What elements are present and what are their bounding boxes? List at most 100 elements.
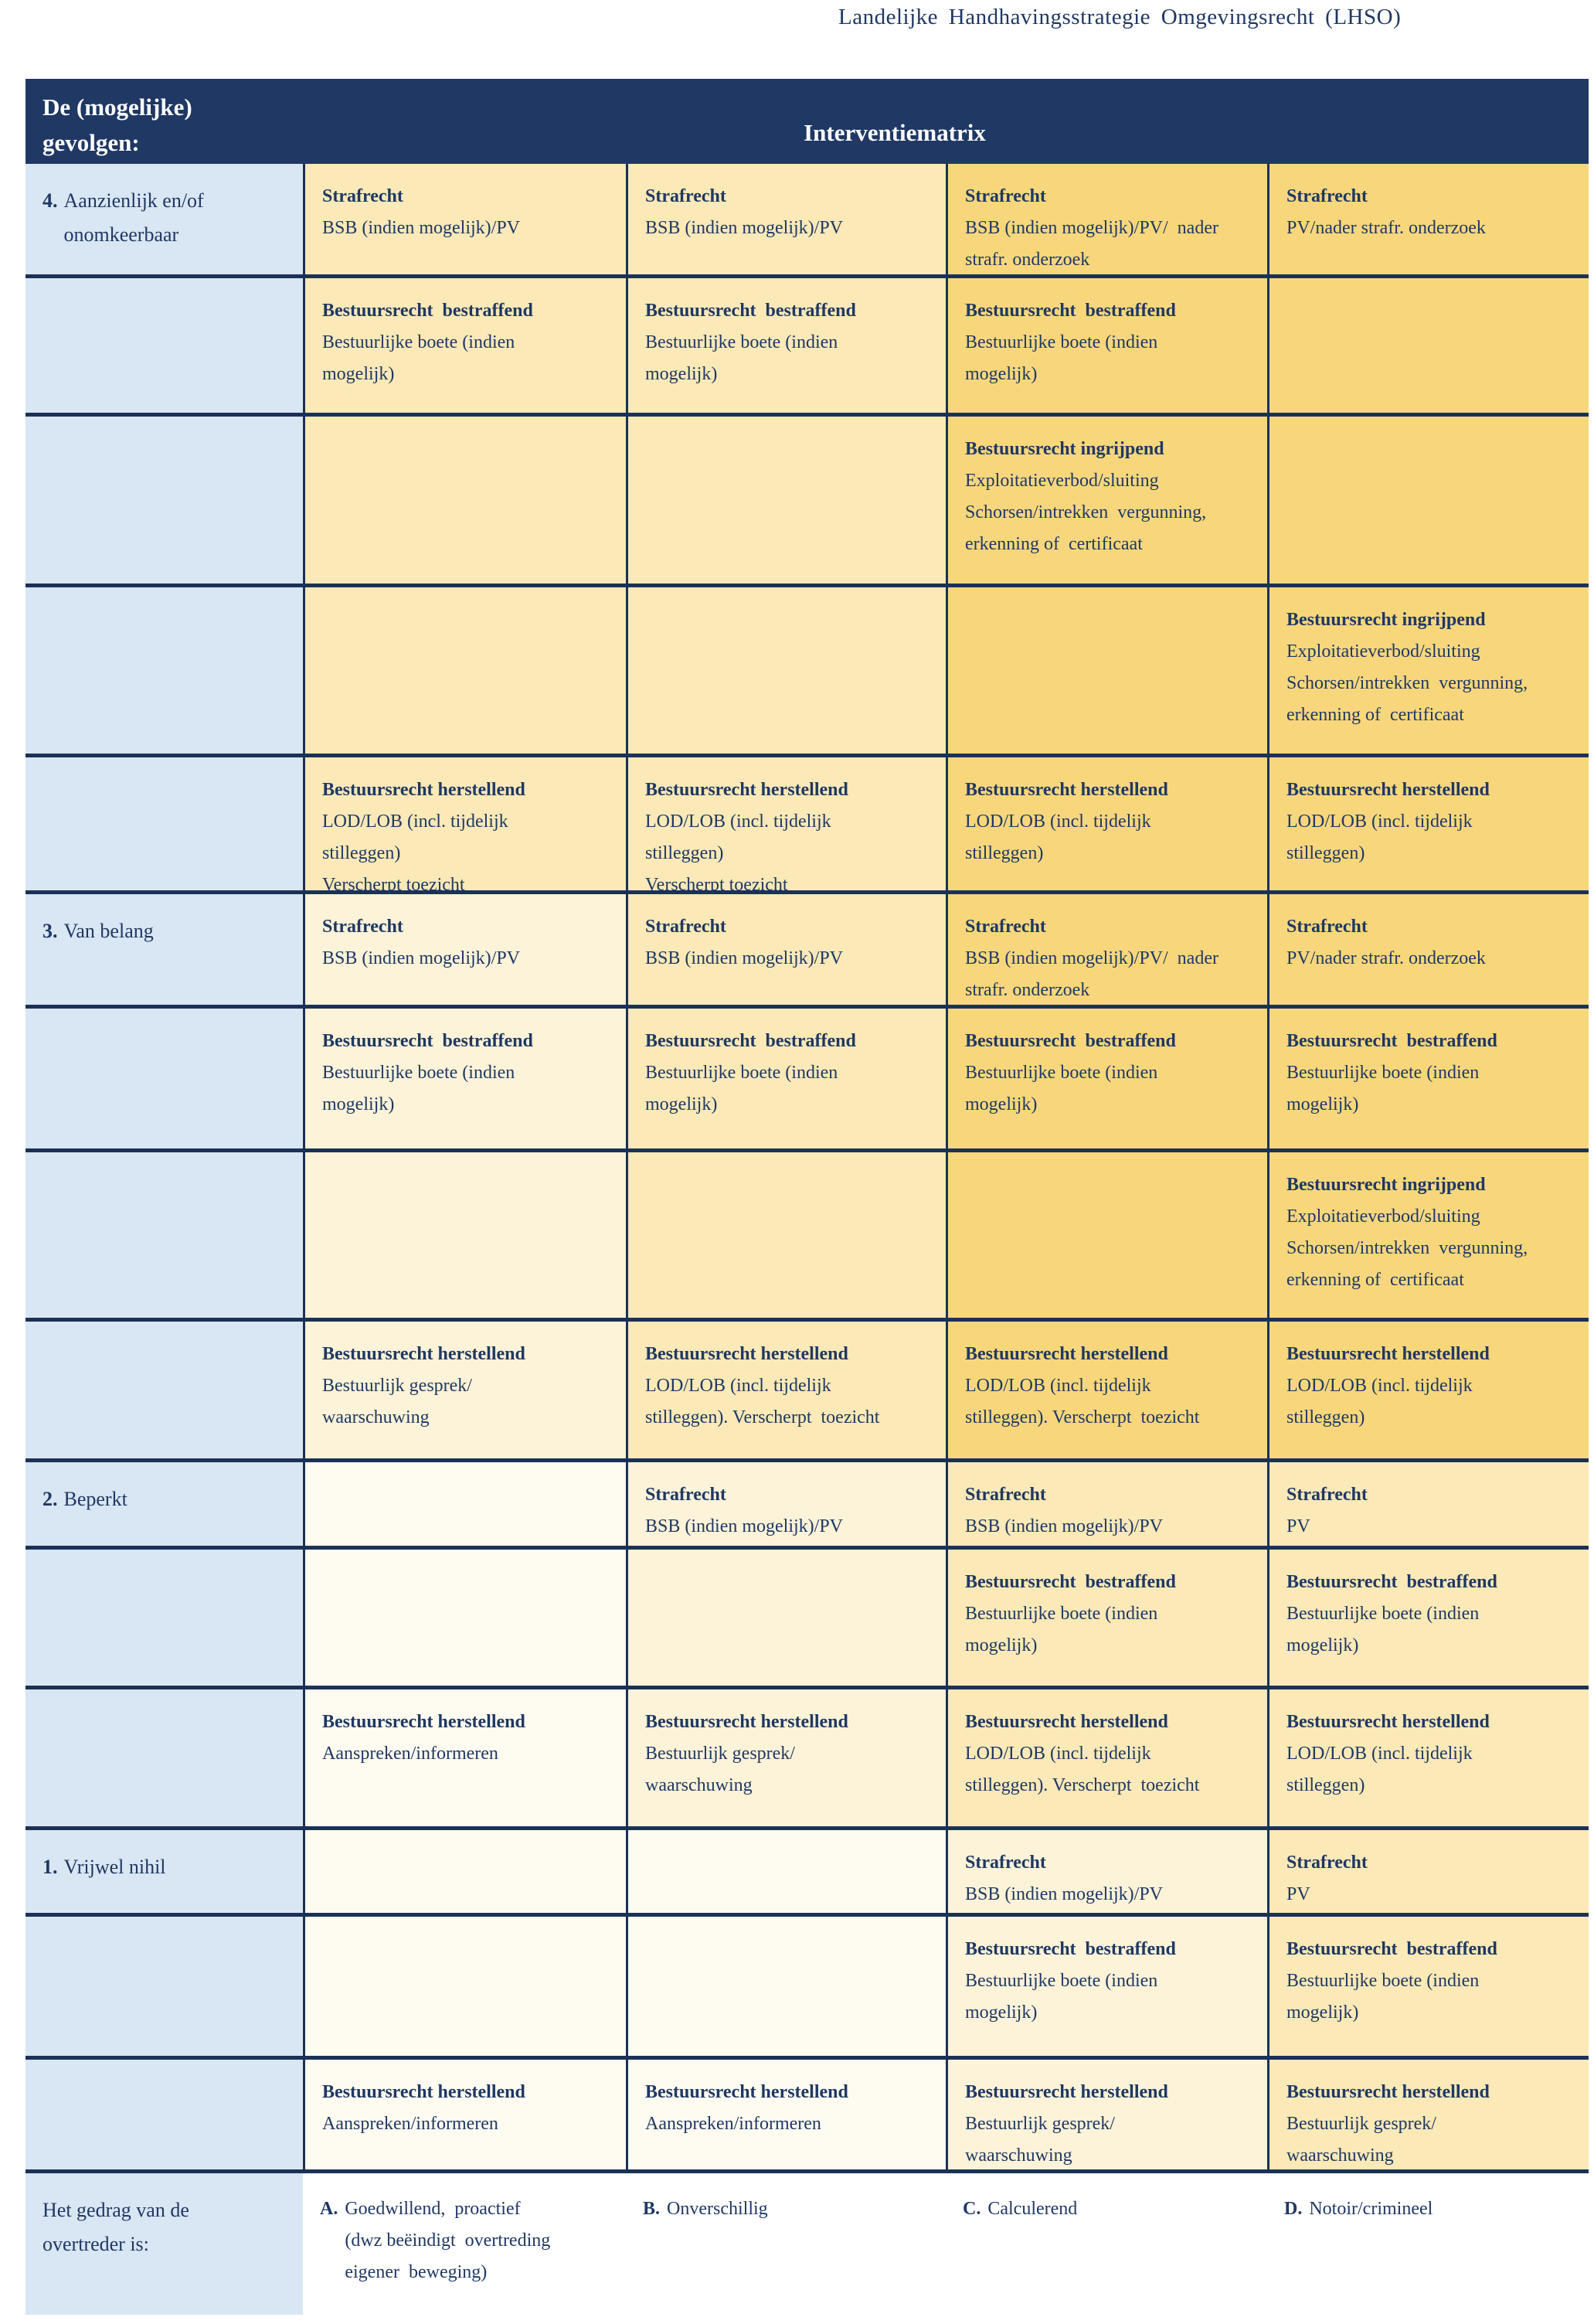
cell-1-bestuursrecht-bestraffend-c: Bestuursrecht bestraffend Bestuurlijke bo…: [946, 1917, 1267, 2056]
cell-2-bestuursrecht-herstellend-b: Bestuursrecht herstellend Bestuurlijk ges…: [626, 1689, 946, 1826]
cell-title: Strafrecht: [1286, 1853, 1368, 1873]
cell-title: Bestuursrecht herstellend: [645, 1712, 848, 1732]
cell-1-strafrecht-d: Strafrecht PV: [1267, 1830, 1589, 1913]
interventiematrix-table: De (mogelijke) gevolgen: Interventiematr…: [25, 79, 1589, 2315]
row-label-2-bestuursrecht-herstellend: [25, 1689, 303, 1826]
cell-body: LOD/LOB (incl. tijdelijk stilleggen). Ve…: [645, 1376, 880, 1427]
cell-body: BSB (indien mogelijk)/PV: [322, 218, 521, 238]
cell-3-bestuursrecht-ingrijpend-c: [946, 1152, 1267, 1318]
cell-title: Strafrecht: [965, 1485, 1046, 1505]
cell-body: BSB (indien mogelijk)/PV: [645, 218, 844, 238]
cell-3-bestuursrecht-herstellend-d: Bestuursrecht herstellend LOD/LOB (incl. …: [1267, 1322, 1589, 1458]
cell-body: Bestuurlijk gesprek/ waarschuwing: [965, 2114, 1115, 2166]
cell-1-bestuursrecht-herstellend-c: Bestuursrecht herstellend Bestuurlijk ges…: [946, 2060, 1267, 2169]
cell-2-bestuursrecht-bestraffend-c: Bestuursrecht bestraffend Bestuurlijke bo…: [946, 1550, 1267, 1686]
cell-4-bestuursrecht-ingrijpend-d-a: [303, 587, 626, 754]
cell-4-bestuursrecht-ingrijpend-c-a: [303, 417, 626, 584]
cell-4-bestuursrecht-herstellend-c: Bestuursrecht herstellend LOD/LOB (incl. …: [946, 757, 1267, 890]
cell-1-strafrecht-b: [626, 1830, 946, 1913]
cell-title: Strafrecht: [645, 917, 726, 937]
cell-3-bestuursrecht-ingrijpend-b: [626, 1152, 946, 1318]
cell-title: Strafrecht: [965, 917, 1046, 937]
cell-title: Bestuursrecht herstellend: [965, 1344, 1168, 1364]
cell-body: PV/nader strafr. onderzoek: [1286, 218, 1486, 238]
cell-body: LOD/LOB (incl. tijdelijk stilleggen): [965, 812, 1151, 863]
behavior-label: Het gedrag van de overtreder is:: [25, 2173, 303, 2315]
behavior-item-letter: B.: [643, 2199, 661, 2219]
row-label-4-bestuursrecht-bestraffend: [25, 278, 303, 413]
behavior-item-text: Notoir/crimineel: [1309, 2199, 1433, 2219]
cell-3-strafrecht-d: Strafrecht PV/nader strafr. onderzoek: [1267, 894, 1589, 1005]
cell-title: Bestuursrecht herstellend: [965, 2082, 1168, 2102]
cell-title: Bestuursrecht ingrijpend: [1286, 1175, 1486, 1195]
cell-title: Bestuursrecht herstellend: [322, 780, 525, 800]
row-1-strafrecht: 1. Vrijwel nihil Strafrecht BSB (indien mog…: [25, 1830, 1589, 1917]
cell-body: PV: [1286, 1884, 1310, 1904]
cell-title: Bestuursrecht herstellend: [1286, 1712, 1490, 1732]
cell-4-bestuursrecht-ingrijpend-d-b: [626, 587, 946, 754]
cell-1-bestuursrecht-herstellend-a: Bestuursrecht herstellend Aanspreken/info…: [303, 2060, 626, 2169]
cell-title: Bestuursrecht herstellend: [322, 1712, 525, 1732]
cell-title: Bestuursrecht ingrijpend: [1286, 610, 1486, 630]
cell-4-bestuursrecht-herstellend-d: Bestuursrecht herstellend LOD/LOB (incl. …: [1267, 757, 1589, 890]
cell-3-bestuursrecht-bestraffend-d: Bestuursrecht bestraffend Bestuurlijke bo…: [1267, 1009, 1589, 1148]
cell-3-bestuursrecht-herstellend-b: Bestuursrecht herstellend LOD/LOB (incl. …: [626, 1322, 946, 1458]
cell-body: Aanspreken/informeren: [645, 2114, 821, 2134]
cell-body: LOD/LOB (incl. tijdelijk stilleggen): [1286, 812, 1473, 863]
cell-title: Strafrecht: [1286, 186, 1368, 206]
cell-title: Bestuursrecht bestraffend: [965, 1939, 1176, 1959]
cell-2-strafrecht-b: Strafrecht BSB (indien mogelijk)/PV: [626, 1462, 946, 1546]
cell-body: BSB (indien mogelijk)/PV: [965, 1884, 1164, 1904]
row-4-bestuursrecht-ingrijpend-d: Bestuursrecht ingrijpend Exploitatieverbo…: [25, 587, 1589, 757]
row-label-2-strafrecht: 2. Beperkt: [25, 1462, 303, 1546]
cell-body: Bestuurlijke boete (indien mogelijk): [965, 332, 1158, 384]
row-label-3-bestuursrecht-herstellend: [25, 1322, 303, 1458]
cell-title: Bestuursrecht herstellend: [1286, 780, 1490, 800]
cell-title: Strafrecht: [645, 1485, 726, 1505]
cell-body: Aanspreken/informeren: [322, 2114, 498, 2134]
row-label-number: 2.: [42, 1488, 58, 1510]
cell-title: Bestuursrecht herstellend: [1286, 1344, 1490, 1364]
cell-body: PV: [1286, 1516, 1310, 1536]
matrix-header-row: De (mogelijke) gevolgen: Interventiematr…: [25, 79, 1589, 164]
row-1-bestuursrecht-herstellend: Bestuursrecht herstellend Aanspreken/info…: [25, 2060, 1589, 2173]
cell-4-strafrecht-d: Strafrecht PV/nader strafr. onderzoek: [1267, 164, 1589, 274]
cell-title: Bestuursrecht herstellend: [645, 1344, 848, 1364]
cell-body: Bestuurlijke boete (indien mogelijk): [1286, 1063, 1480, 1114]
cell-2-strafrecht-d: Strafrecht PV: [1267, 1462, 1589, 1546]
cell-3-strafrecht-b: Strafrecht BSB (indien mogelijk)/PV: [626, 894, 946, 1005]
cell-2-bestuursrecht-bestraffend-b: [626, 1550, 946, 1686]
cell-title: Bestuursrecht bestraffend: [645, 301, 856, 321]
cell-title: Bestuursrecht bestraffend: [965, 301, 1176, 321]
behavior-item-c: C. Calculerend: [946, 2173, 1267, 2315]
cell-title: Bestuursrecht bestraffend: [965, 1031, 1176, 1051]
cell-3-bestuursrecht-bestraffend-c: Bestuursrecht bestraffend Bestuurlijke bo…: [946, 1009, 1267, 1148]
row-label-1-strafrecht: 1. Vrijwel nihil: [25, 1830, 303, 1913]
cell-body: LOD/LOB (incl. tijdelijk stilleggen). Ve…: [965, 1376, 1200, 1427]
header-gevolgen-label: De (mogelijke) gevolgen:: [42, 94, 192, 156]
row-behavior: Het gedrag van de overtreder is: A. Goedwi…: [25, 2173, 1589, 2315]
cell-4-strafrecht-c: Strafrecht BSB (indien mogelijk)/PV/ nade…: [946, 164, 1267, 274]
cell-title: Bestuursrecht herstellend: [645, 780, 848, 800]
cell-3-strafrecht-a: Strafrecht BSB (indien mogelijk)/PV: [303, 894, 626, 1005]
cell-2-strafrecht-c: Strafrecht BSB (indien mogelijk)/PV: [946, 1462, 1267, 1546]
row-4-bestuursrecht-ingrijpend-c: Bestuursrecht ingrijpend Exploitatieverbo…: [25, 417, 1589, 587]
cell-3-bestuursrecht-herstellend-a: Bestuursrecht herstellend Bestuurlijk ges…: [303, 1322, 626, 1458]
cell-title: Strafrecht: [1286, 917, 1368, 937]
row-label-4-strafrecht: 4. Aanzienlijk en/of onomkeerbaar: [25, 164, 303, 274]
cell-body: LOD/LOB (incl. tijdelijk stilleggen): [1286, 1744, 1473, 1795]
cell-4-bestuursrecht-bestraffend-a: Bestuursrecht bestraffend Bestuurlijke bo…: [303, 278, 626, 413]
cell-body: Bestuurlijke boete (indien mogelijk): [1286, 1971, 1480, 2023]
behavior-item-text: Onverschillig: [667, 2199, 768, 2219]
cell-title: Bestuursrecht ingrijpend: [965, 439, 1164, 459]
row-label-3-bestuursrecht-ingrijpend: [25, 1152, 303, 1318]
cell-3-bestuursrecht-herstellend-c: Bestuursrecht herstellend LOD/LOB (incl. …: [946, 1322, 1267, 1458]
cell-title: Bestuursrecht herstellend: [965, 780, 1168, 800]
row-2-strafrecht: 2. Beperkt Strafrecht BSB (indien mogelijk)…: [25, 1462, 1589, 1550]
cell-body: LOD/LOB (incl. tijdelijk stilleggen): [1286, 1376, 1473, 1427]
cell-title: Bestuursrecht herstellend: [965, 1712, 1168, 1732]
behavior-item-b: B. Onverschillig: [626, 2173, 946, 2315]
cell-title: Bestuursrecht herstellend: [645, 2082, 848, 2102]
cell-4-strafrecht-b: Strafrecht BSB (indien mogelijk)/PV: [626, 164, 946, 274]
cell-body: PV/nader strafr. onderzoek: [1286, 948, 1486, 968]
